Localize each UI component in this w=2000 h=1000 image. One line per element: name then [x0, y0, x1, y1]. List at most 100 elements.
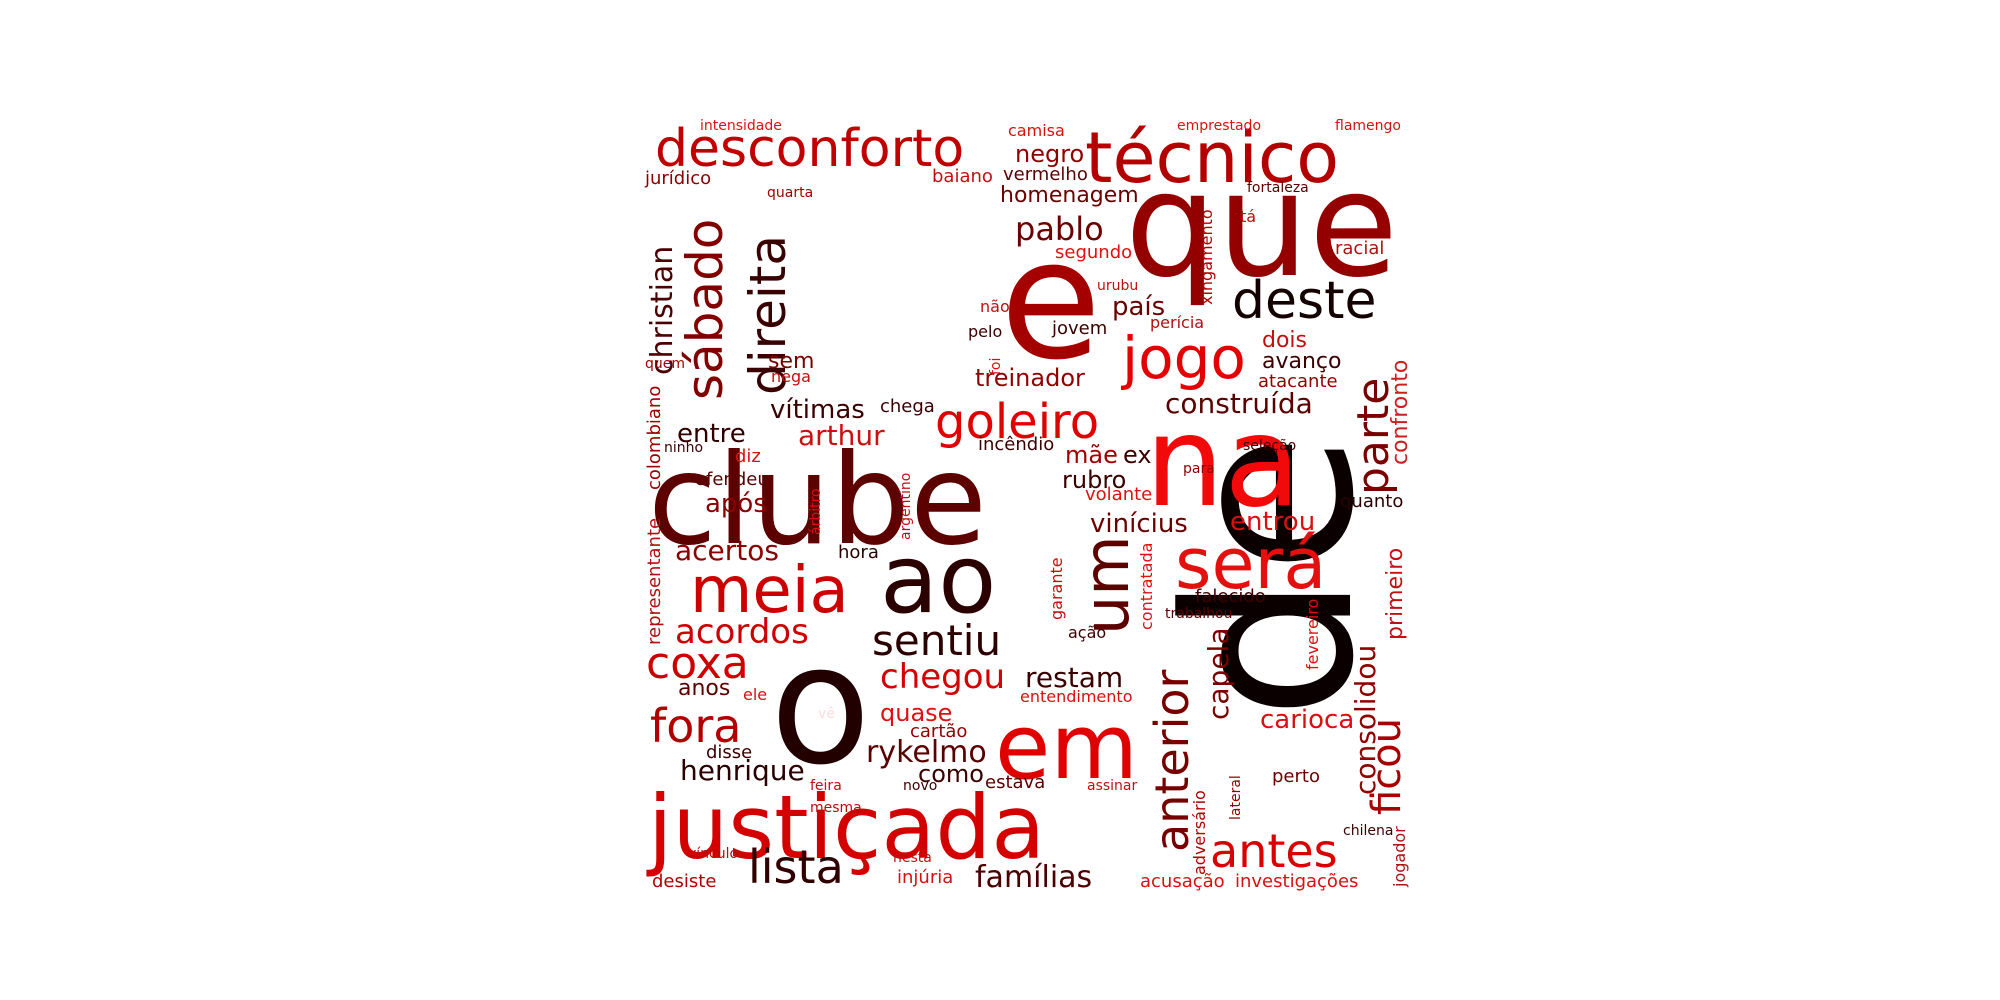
word-46: país	[1112, 292, 1165, 322]
word-81: racial	[1335, 238, 1384, 259]
word-7: em	[995, 695, 1138, 800]
word-89: cartão	[910, 721, 967, 742]
word-77: garante	[1047, 557, 1066, 620]
word-33: consolidou	[1349, 645, 1382, 795]
word-68: falecido	[1195, 586, 1266, 607]
word-104: fortaleza	[1247, 180, 1309, 196]
word-54: quase	[880, 699, 952, 727]
word-113: trabalhou	[1165, 606, 1233, 622]
word-4: na	[1145, 390, 1301, 535]
word-72: entendimento	[1020, 687, 1132, 706]
word-103: flamengo	[1335, 118, 1401, 134]
word-11: um	[1070, 535, 1143, 635]
word-109: árbitro	[808, 488, 824, 535]
word-79: jogador	[1390, 826, 1409, 888]
word-97: não	[980, 297, 1010, 316]
word-102: emprestado	[1177, 118, 1261, 134]
word-32: capela	[1202, 628, 1235, 721]
word-44: vítimas	[770, 395, 865, 425]
word-114: ele	[743, 685, 767, 704]
word-37: rykelmo	[866, 735, 987, 770]
word-69: atacante	[1258, 371, 1338, 392]
word-76: contratada	[1137, 543, 1156, 630]
word-13: meia	[690, 554, 849, 628]
word-15: sábado	[676, 219, 734, 400]
word-45: treinador	[975, 364, 1085, 392]
word-108: foi	[988, 358, 1004, 375]
word-74: chega	[880, 396, 935, 417]
word-62: representante	[644, 518, 665, 645]
word-41: carioca	[1260, 705, 1354, 735]
word-1: o	[770, 609, 871, 801]
word-106: quarta	[767, 185, 813, 201]
word-121: chilena	[1343, 823, 1393, 839]
word-111: seleção	[1243, 438, 1296, 454]
word-75: incêndio	[978, 434, 1054, 455]
word-64: acusação	[1140, 871, 1225, 892]
word-22: antes	[1210, 824, 1338, 878]
word-115: vê	[818, 706, 835, 722]
word-73: estava	[985, 772, 1045, 793]
word-85: volante	[1085, 484, 1152, 505]
word-24: lista	[748, 840, 844, 894]
word-23: sentiu	[872, 616, 1001, 665]
word-96: pelo	[968, 322, 1002, 341]
word-61: colombiano	[644, 386, 665, 490]
word-99: baiano	[932, 166, 993, 187]
word-119: mesma	[810, 800, 862, 816]
word-26: coxa	[646, 638, 749, 689]
word-95: ninho	[664, 440, 703, 456]
word-43: acertos	[675, 534, 779, 567]
word-20: deste	[1232, 271, 1376, 331]
word-98: vermelho	[1003, 164, 1088, 185]
word-36: henrique	[680, 754, 805, 787]
word-2: e	[1000, 204, 1102, 396]
word-3: que	[1125, 141, 1398, 310]
word-65: investigações	[1235, 871, 1358, 892]
word-30: pablo	[1015, 210, 1104, 248]
word-86: quanto	[1340, 491, 1403, 512]
word-25: fora	[650, 699, 741, 753]
word-90: disse	[706, 742, 752, 763]
word-55: negro	[1015, 140, 1084, 168]
word-122: vínculo	[688, 846, 738, 862]
word-57: dois	[1262, 328, 1307, 353]
word-27: acordos	[675, 612, 809, 652]
word-52: ex	[1123, 441, 1152, 469]
word-21: ficou	[1364, 718, 1410, 815]
word-56: homenagem	[1000, 183, 1139, 208]
word-117: novo	[903, 778, 937, 794]
word-48: após	[705, 489, 767, 519]
word-6: ao	[880, 525, 996, 635]
word-38: restam	[1025, 661, 1123, 694]
word-80: perto	[1272, 766, 1320, 787]
word-42: arthur	[798, 419, 885, 452]
word-18: jogo	[1120, 324, 1246, 392]
word-67: injúria	[897, 867, 953, 888]
word-16: direita	[739, 235, 797, 395]
word-107: urubu	[1097, 278, 1138, 294]
word-101: intensidade	[700, 118, 782, 134]
word-47: entrou	[1230, 507, 1315, 537]
word-91: ofendeu	[695, 469, 769, 490]
word-84: perícia	[1150, 313, 1204, 332]
word-17: parte	[1348, 378, 1399, 495]
word-49: entre	[677, 419, 746, 449]
word-66: desiste	[652, 871, 716, 892]
word-93: nega	[771, 367, 811, 386]
word-88: ação	[1068, 623, 1106, 642]
word-50: rubro	[1062, 466, 1126, 494]
word-35: primeiro	[1383, 548, 1408, 640]
word-0: de	[1138, 433, 1405, 721]
word-5: clube	[648, 428, 987, 573]
word-9: técnico	[1085, 117, 1339, 199]
word-123: nesta	[893, 850, 932, 866]
word-31: christian	[645, 246, 680, 375]
word-83: segundo	[1055, 242, 1132, 263]
word-112: para	[1183, 461, 1215, 477]
word-28: chegou	[880, 657, 1005, 697]
word-58: avanço	[1262, 349, 1341, 374]
word-116: feira	[810, 778, 842, 794]
word-78: fevereiro	[1303, 599, 1322, 670]
